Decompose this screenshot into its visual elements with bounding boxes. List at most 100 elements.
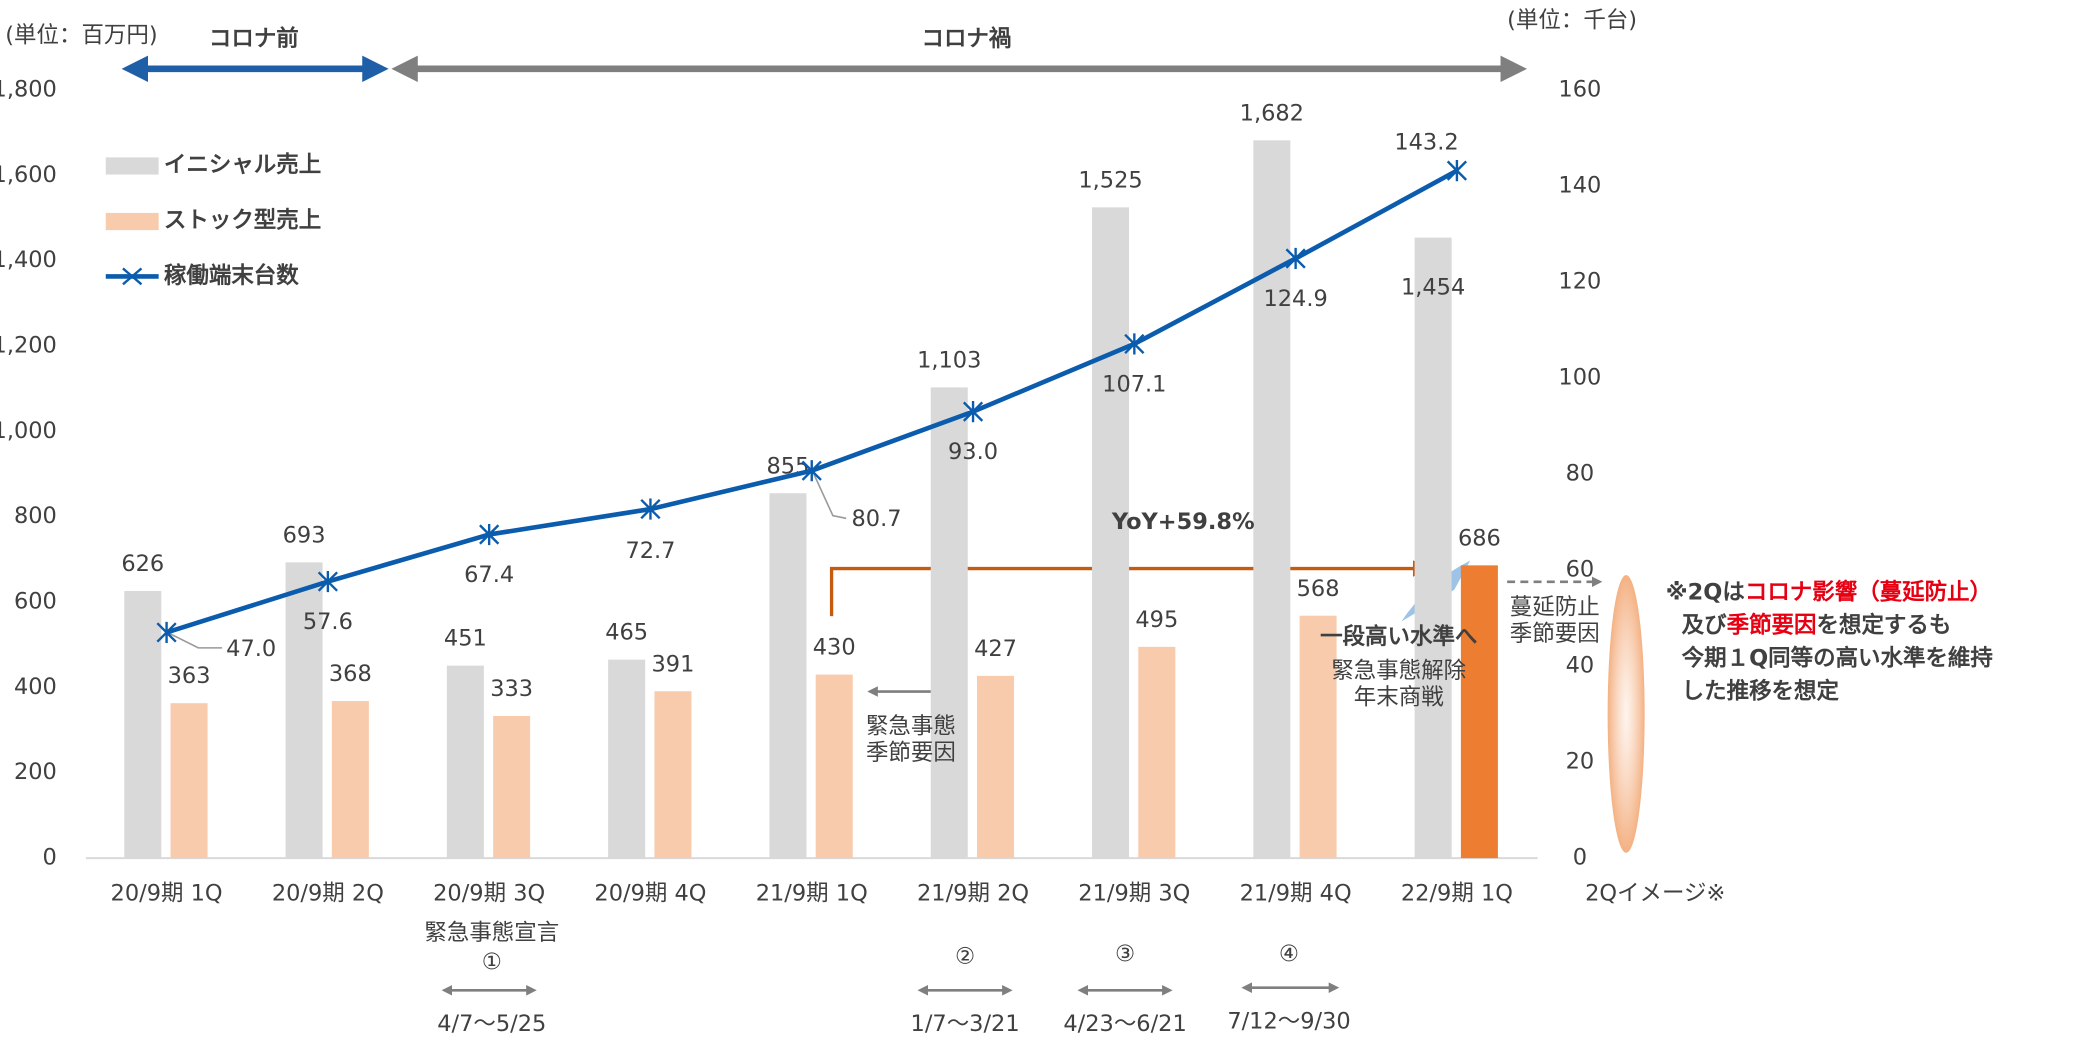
bar <box>815 674 853 859</box>
x-tick-label: 21/9期 2Q <box>917 880 1029 906</box>
note-line: 今期１Q同等の高い水準を維持 <box>1682 644 1993 671</box>
annotation: 1/7～3/21 <box>911 1011 1020 1034</box>
y-tick-label: 200 <box>14 759 57 785</box>
note-text: ※2Qは <box>1666 579 1745 605</box>
bar <box>1092 207 1130 859</box>
bar <box>1299 615 1337 859</box>
note-text: 及び <box>1682 612 1727 638</box>
x-tick-label: 20/9期 4Q <box>594 880 706 906</box>
x-tick-label: 22/9期 1Q <box>1401 880 1513 906</box>
line-marker <box>479 523 500 546</box>
bar <box>769 493 807 859</box>
data-label: 72.7 <box>625 538 675 564</box>
y-tick-label: 400 <box>14 674 57 700</box>
data-label: 427 <box>974 636 1017 662</box>
y2-tick-label: 60 <box>1566 557 1595 583</box>
data-label: 47.0 <box>226 636 276 662</box>
bar <box>331 701 369 859</box>
y2-tick-label: 160 <box>1558 76 1601 102</box>
decorations <box>85 55 1645 996</box>
data-label: 80.7 <box>852 506 902 532</box>
annotation: ② <box>955 944 975 970</box>
x-tick-label: 21/9期 3Q <box>1078 880 1190 906</box>
data-label: 430 <box>813 635 856 661</box>
note-line: した推移を想定 <box>1682 677 1840 704</box>
annotation: 蔓延防止 <box>1510 595 1600 621</box>
data-label: 93.0 <box>948 439 998 465</box>
line-marker <box>156 621 177 644</box>
data-label: 465 <box>605 620 648 646</box>
data-label: 391 <box>651 651 694 677</box>
x-tick-label: 20/9期 3Q <box>433 880 545 906</box>
annotation: 緊急事態宣言 <box>424 920 559 946</box>
bar <box>285 562 323 859</box>
data-label: 363 <box>168 663 211 689</box>
bar <box>1253 140 1291 859</box>
y2-tick-label: 100 <box>1558 365 1601 391</box>
annotation: 一段高い水準へ <box>1320 623 1477 650</box>
annotation: 季節要因 <box>1510 621 1600 647</box>
legend-label: 稼働端末台数 <box>164 262 299 289</box>
annotation: コロナ禍 <box>921 25 1011 52</box>
note-line: 及び季節要因を想定するも <box>1682 611 1952 638</box>
data-label: 57.6 <box>303 609 353 635</box>
y-tick-label: 1,600 <box>0 162 57 188</box>
annotation: 4/23～6/21 <box>1063 1011 1186 1034</box>
annotation: ④ <box>1279 941 1299 967</box>
annotation: 年末商戦 <box>1354 685 1444 711</box>
x-tick-label: 21/9期 4Q <box>1240 880 1352 906</box>
y2-tick-label: 0 <box>1573 845 1587 871</box>
annotation: ③ <box>1115 941 1135 967</box>
note-text: コロナ影響（蔓延防止） <box>1745 578 1992 605</box>
annotation: (単位：百万円) <box>5 22 157 48</box>
line-marker <box>962 401 984 423</box>
y-tick-label: 0 <box>43 845 57 871</box>
legend-label: ストック型売上 <box>164 207 321 233</box>
data-label: 1,103 <box>917 347 981 373</box>
y-tick-label: 1,800 <box>0 76 57 102</box>
data-label: 451 <box>444 626 487 652</box>
bar <box>654 691 692 859</box>
note-line: ※2Qはコロナ影響（蔓延防止） <box>1666 578 1992 605</box>
annotation: 季節要因 <box>866 740 956 766</box>
note-text: を想定するも <box>1817 611 1952 638</box>
x-tick-label: 20/9期 2Q <box>272 880 384 906</box>
annotation: 緊急事態解除 <box>1331 658 1466 684</box>
note-text: 季節要因 <box>1727 611 1817 638</box>
y2-tick-label: 80 <box>1566 461 1595 487</box>
data-label: 1,682 <box>1240 100 1304 126</box>
bar <box>1460 565 1498 859</box>
data-label: 124.9 <box>1263 286 1327 312</box>
data-label: 693 <box>283 522 326 548</box>
annotation: (単位：千台) <box>1507 8 1637 34</box>
line-marker <box>1124 333 1145 355</box>
data-label: 333 <box>490 676 533 702</box>
legend-label: イニシャル売上 <box>164 152 321 178</box>
y-tick-label: 1,400 <box>0 247 57 273</box>
x-tick-label: 20/9期 1Q <box>111 880 223 906</box>
data-label: 67.4 <box>464 562 514 588</box>
legend-swatch <box>122 267 143 286</box>
line-marker <box>1285 247 1306 270</box>
line-marker <box>640 498 661 520</box>
bar <box>1138 646 1176 859</box>
line-marker <box>1446 160 1468 182</box>
annotation: ① <box>482 949 502 975</box>
bar <box>493 715 531 859</box>
data-label: 143.2 <box>1394 129 1458 155</box>
y-tick-label: 1,200 <box>0 333 57 359</box>
legend-swatch <box>105 157 159 175</box>
data-label: 686 <box>1458 525 1501 551</box>
bar <box>446 665 484 859</box>
annotation: 2Qイメージ※ <box>1585 880 1725 906</box>
line-marker <box>317 570 338 593</box>
line-marker <box>801 460 822 482</box>
y2-tick-label: 120 <box>1558 269 1601 295</box>
data-label: 1,454 <box>1401 274 1465 300</box>
data-label: 495 <box>1135 607 1178 633</box>
annotation: 4/7～5/25 <box>437 1011 546 1034</box>
y2-tick-label: 20 <box>1566 749 1595 775</box>
annotation: コロナ前 <box>209 25 299 52</box>
bar <box>124 590 162 859</box>
